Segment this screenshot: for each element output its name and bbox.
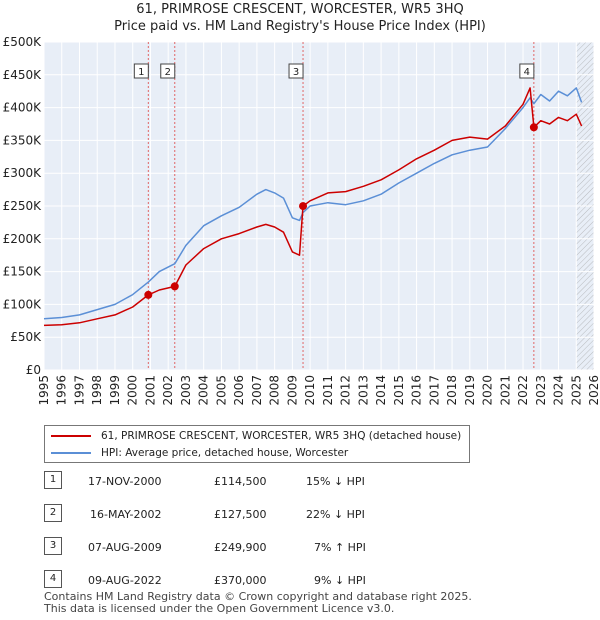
sale-points [144,123,538,299]
x-tick-label: 2024 [552,375,566,406]
x-axis-ticks: 1995 1996 1997 1998 1999 2000 2001 2002 2003 2004… [37,375,600,406]
x-tick-label: 1996 [55,375,69,406]
sale-point [299,202,308,211]
transaction-number-badge: 1 [44,471,62,489]
x-tick-label: 2021 [498,375,512,406]
sale-badge-label: 4 [524,67,530,78]
x-tick-label: 2001 [143,375,157,406]
transaction-number-badge: 4 [44,570,62,588]
transaction-date: 16-MAY-2002 [90,508,162,521]
transaction-hpi: 15% ↓ HPI [306,475,365,488]
transaction-date: 09-AUG-2022 [88,574,162,587]
transaction-price: £249,900 [214,541,267,554]
sale-badge-label: 1 [138,67,144,78]
x-tick-label: 2017 [427,375,441,406]
transaction-hpi: 22% ↓ HPI [306,508,365,521]
transaction-date: 07-AUG-2009 [88,541,162,554]
x-tick-label: 2006 [232,375,246,406]
transaction-hpi: 7% ↑ HPI [314,541,366,554]
x-tick-label: 1997 [72,375,86,406]
x-tick-label: 2016 [410,375,424,406]
y-tick-label: £50K [10,330,42,344]
transaction-price: £127,500 [214,508,267,521]
y-tick-label: £100K [3,297,43,311]
x-tick-label: 2007 [250,375,264,406]
sale-point [170,282,179,291]
transaction-hpi: 9% ↓ HPI [314,574,366,587]
legend-item-price: 61, PRIMROSE CRESCENT, WORCESTER, WR5 3H… [51,428,461,444]
x-tick-label: 1995 [37,375,51,406]
legend-label-price: 61, PRIMROSE CRESCENT, WORCESTER, WR5 3H… [101,430,462,442]
sale-badge-label: 2 [165,67,171,78]
x-tick-label: 2019 [463,375,477,406]
legend-label-hpi: HPI: Average price, detached house, Worc… [101,447,349,459]
table-row: 4 09-AUG-2022 £370,000 9% ↓ HPI [44,570,564,592]
x-tick-label: 2003 [179,375,193,406]
table-row: 1 17-NOV-2000 £114,500 15% ↓ HPI [44,471,564,493]
y-tick-label: £250K [3,199,43,213]
y-tick-label: £500K [3,35,43,49]
sale-badge-box [160,63,176,79]
footer-line-1: Contains HM Land Registry data © Crown c… [44,590,472,603]
transaction-date: 17-NOV-2000 [88,475,162,488]
y-tick-label: £400K [3,101,43,115]
x-tick-label: 2008 [268,375,282,406]
legend-item-hpi: HPI: Average price, detached house, Worc… [51,445,348,461]
x-tick-label: 2000 [126,375,140,406]
sale-badge-label: 3 [293,67,299,78]
x-tick-label: 2014 [374,375,388,406]
y-axis-ticks: £0 £50K £100K £150K £200K £250K £300K £350K £400… [3,35,43,377]
x-tick-label: 1999 [108,375,122,406]
grid-lines [43,41,595,371]
x-tick-label: 2011 [321,375,335,406]
transaction-price: £114,500 [214,475,267,488]
x-tick-label: 2015 [392,375,406,406]
x-tick-label: 2002 [161,375,175,406]
x-tick-label: 2010 [303,375,317,406]
transaction-number-badge: 2 [44,504,62,522]
x-tick-label: 2013 [356,375,370,406]
y-tick-label: £450K [3,68,43,82]
x-tick-label: 2022 [516,375,530,406]
x-tick-label: 2018 [445,375,459,406]
table-row: 3 07-AUG-2009 £249,900 7% ↑ HPI [44,537,564,559]
sale-badges: 1 2 3 4 [133,63,535,79]
price-chart: 1 2 3 4 £0 £50K £100K £150K £200K £250K £300K £350… [3,35,600,406]
sale-badge-box [288,63,304,79]
y-tick-label: £300K [3,166,43,180]
sale-point [144,290,153,299]
sale-badge-box [519,63,535,79]
table-row: 2 16-MAY-2002 £127,500 22% ↓ HPI [44,504,564,526]
y-tick-label: £200K [3,232,43,246]
footer: Contains HM Land Registry data © Crown c… [44,591,472,615]
transaction-number-badge: 3 [44,537,62,555]
sale-badge-box [133,63,149,79]
x-tick-label: 1998 [90,375,104,406]
x-tick-label: 2025 [569,375,583,406]
footer-line-2: This data is licensed under the Open Gov… [44,602,395,615]
y-tick-label: £150K [3,265,43,279]
x-tick-label: 2005 [214,375,228,406]
x-tick-label: 2012 [339,375,353,406]
chart-subtitle: Price paid vs. HM Land Registry's House … [114,19,486,34]
x-tick-label: 2026 [587,375,600,406]
y-tick-label: £350K [3,133,43,147]
legend-swatch-hpi [51,452,91,454]
y-tick-label: £0 [26,363,41,377]
x-tick-label: 2009 [285,375,299,406]
x-tick-label: 2023 [534,375,548,406]
series-lines [43,87,583,327]
legend-swatch-price [51,435,91,437]
price-paid-line [43,87,583,327]
chart-title: 61, PRIMROSE CRESCENT, WORCESTER, WR5 3H… [136,2,464,17]
x-tick-label: 2020 [481,375,495,406]
legend: 61, PRIMROSE CRESCENT, WORCESTER, WR5 3H… [44,425,470,463]
transaction-price: £370,000 [214,574,267,587]
sale-point [529,123,538,132]
x-tick-label: 2004 [197,375,211,406]
